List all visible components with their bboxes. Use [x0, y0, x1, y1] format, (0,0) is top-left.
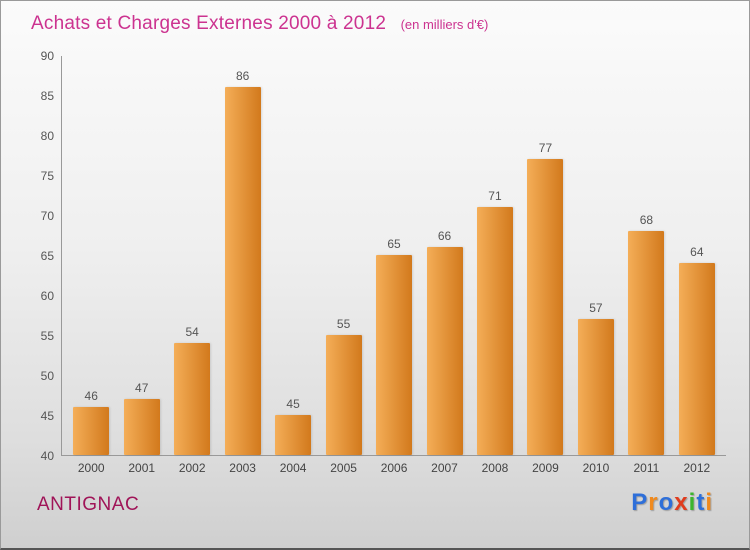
bar-value-label: 65: [387, 237, 401, 251]
y-tick-label: 70: [40, 209, 54, 223]
x-tick-label: 2007: [431, 461, 458, 475]
y-tick-label: 60: [40, 289, 54, 303]
logo-letter: r: [648, 489, 659, 516]
bar: [275, 415, 312, 455]
logo-letter: P: [631, 489, 649, 516]
bar-column: 86 2003: [217, 56, 267, 475]
chart-title: Achats et Charges Externes 2000 à 2012: [31, 13, 387, 34]
bar-column: 57 2010: [571, 56, 621, 475]
bar-column: 71 2008: [470, 56, 520, 475]
bar-value-label: 47: [135, 381, 149, 395]
bar: [577, 319, 614, 455]
chart-subtitle: (en milliers d'€): [400, 17, 489, 32]
bar-column: 64 2012: [672, 56, 722, 475]
bar-column: 55 2005: [318, 56, 368, 475]
bar: [73, 407, 110, 455]
logo-letter: t: [696, 489, 706, 516]
x-tick-label: 2010: [582, 461, 610, 475]
proxiti-logo: Proxiti: [631, 489, 713, 517]
bar-column: 45 2004: [268, 56, 318, 475]
bar-value-label: 71: [488, 189, 502, 203]
bar-column: 68 2011: [621, 56, 671, 475]
y-tick-label: 55: [40, 329, 54, 343]
x-tick-label: 2011: [633, 461, 660, 475]
logo-letter: o: [658, 489, 675, 516]
bar-column: 65 2006: [369, 56, 419, 475]
bar: [628, 231, 665, 455]
bars-container: 46 2000 47 2001 54 2002 86 2003 45 2004 55 2005 65 20…: [62, 56, 726, 475]
bar: [224, 87, 261, 455]
bar-value-label: 77: [538, 141, 553, 155]
y-tick-label: 85: [40, 89, 54, 103]
y-tick-label: 75: [40, 169, 54, 183]
x-tick-label: 2008: [481, 461, 509, 475]
bar: [174, 343, 211, 455]
bar-value-label: 54: [185, 325, 199, 339]
logo-letter: i: [705, 489, 713, 516]
bar: [476, 207, 513, 455]
y-tick-label: 50: [40, 369, 54, 383]
bar: [325, 335, 362, 455]
bar-column: 77 2009: [520, 56, 570, 475]
plot-area: 46 2000 47 2001 54 2002 86 2003 45 2004 55 2005 65 20…: [41, 49, 726, 475]
x-tick-label: 2005: [330, 461, 357, 475]
x-tick-label: 2000: [77, 461, 105, 475]
bar-column: 47 2001: [116, 56, 166, 475]
bar-value-label: 46: [84, 389, 98, 403]
y-tick-label: 45: [40, 409, 54, 423]
bar-column: 66 2007: [419, 56, 469, 475]
y-tick-label: 65: [40, 249, 54, 263]
bar: [678, 263, 715, 455]
bar: [426, 247, 463, 455]
bar-value-label: 64: [690, 245, 704, 259]
bar-column: 54 2002: [167, 56, 217, 475]
x-tick-label: 2002: [178, 461, 206, 475]
bar: [123, 399, 160, 455]
bar-value-label: 68: [639, 213, 654, 227]
x-tick-label: 2003: [229, 461, 256, 475]
bar: [376, 255, 413, 455]
bar-value-label: 86: [235, 69, 250, 83]
x-tick-label: 2012: [683, 461, 711, 475]
x-tick-label: 2006: [380, 461, 408, 475]
y-tick-label: 40: [40, 449, 54, 463]
logo-letter: i: [688, 489, 697, 516]
bar-value-label: 55: [336, 317, 351, 331]
bar-value-label: 66: [437, 229, 452, 243]
bar-column: 46 2000: [66, 56, 116, 475]
chart-footer: ANTIGNAC Proxiti: [37, 489, 713, 517]
x-tick-label: 2009: [532, 461, 559, 475]
chart-header: Achats et Charges Externes 2000 à 2012 (…: [31, 13, 488, 35]
x-tick-label: 2001: [128, 461, 156, 475]
y-tick-label: 90: [40, 49, 54, 63]
bar: [527, 159, 564, 455]
bar-value-label: 57: [589, 301, 603, 315]
logo-letter: x: [674, 489, 689, 516]
location-label: ANTIGNAC: [37, 494, 140, 515]
bar-value-label: 45: [286, 397, 300, 411]
y-tick-label: 80: [40, 129, 54, 143]
x-tick-label: 2004: [279, 461, 307, 475]
